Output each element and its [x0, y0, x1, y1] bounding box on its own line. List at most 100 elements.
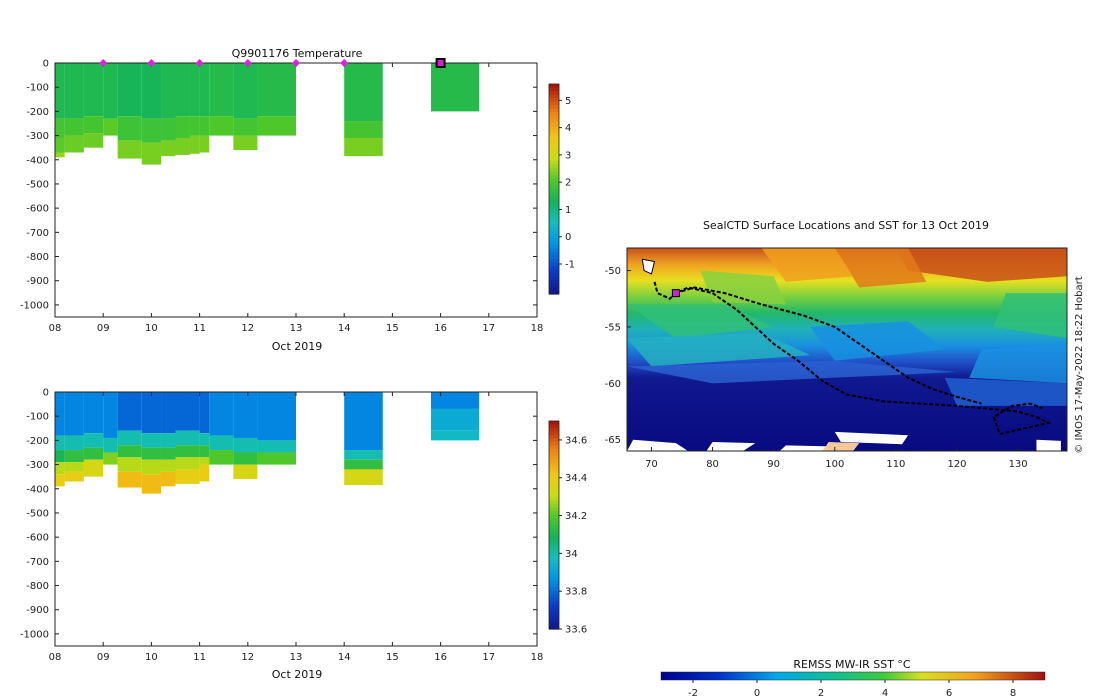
seal-track-2 — [675, 286, 982, 405]
x-tick-label: 18 — [531, 652, 544, 663]
profile-cell — [55, 462, 65, 475]
x-tick-label: 14 — [338, 323, 351, 334]
profile-cell — [344, 63, 383, 122]
x-tick-label: 15 — [386, 323, 399, 334]
colorbar-tick-label: 3 — [565, 150, 571, 161]
colorbar-segment — [549, 583, 559, 588]
colorbar-tick-label: 33.6 — [565, 625, 587, 636]
copyright-text: © IMOS 17-May-2022 18:22 Hobart — [1074, 276, 1085, 453]
colorbar-segment — [549, 462, 559, 467]
colorbar-segment — [549, 542, 559, 547]
profile-cell — [117, 392, 142, 431]
sst-tick-label: 0 — [754, 688, 760, 699]
colorbar-segment — [549, 573, 559, 578]
sst-patch — [627, 360, 957, 384]
profile-cell — [344, 121, 383, 138]
colorbar-tick-label: 34.6 — [565, 435, 587, 446]
y-tick-label: -900 — [26, 276, 49, 287]
ice-land — [627, 258, 1061, 451]
x-tick-label: 08 — [49, 323, 62, 334]
profile-cell — [117, 63, 142, 117]
colorbar-segment — [549, 234, 559, 239]
colorbar-segment — [549, 266, 559, 271]
ice-shelf — [834, 431, 909, 445]
profile-cell — [199, 433, 210, 446]
colorbar-segment — [549, 604, 559, 609]
x-tick-label: 13 — [290, 652, 303, 663]
colorbar-segment — [549, 441, 559, 446]
profile-cell — [189, 135, 200, 154]
colorbar-segment — [549, 570, 559, 575]
colorbar-segment — [549, 566, 559, 571]
colorbar-segment — [549, 483, 559, 488]
sst-tick-label: 8 — [1010, 688, 1016, 699]
colorbar-segment — [549, 154, 559, 159]
colorbar-segment — [549, 245, 559, 250]
colorbar-segment — [549, 469, 559, 474]
colorbar-segment — [549, 213, 559, 218]
colorbar-frame — [548, 83, 560, 295]
map-y-tick-label: -50 — [605, 266, 621, 277]
colorbar-segment — [549, 112, 559, 117]
sst-tick-label: 4 — [882, 688, 888, 699]
y-tick-label: -600 — [26, 204, 49, 215]
colorbar-segment — [549, 262, 559, 267]
profile-cell — [117, 457, 142, 472]
colorbar-segment — [549, 486, 559, 491]
colorbar-segment — [549, 466, 559, 471]
profile-cell — [64, 435, 84, 451]
colorbar-segment — [549, 590, 559, 595]
colorbar-segment — [549, 507, 559, 512]
ice-shelf — [779, 445, 835, 451]
salinity-colorbar: 34.6 34.4 34.2 34 33.8 33.6 — [548, 420, 587, 636]
profile-cell — [257, 63, 296, 117]
profile-cell — [55, 392, 65, 436]
profile-cell — [161, 447, 176, 460]
colorbar-segment — [549, 192, 559, 197]
colorbar-segment — [549, 140, 559, 145]
colorbar-segment — [549, 280, 559, 285]
x-tick-label: 09 — [97, 323, 110, 334]
profile-cell — [209, 435, 234, 451]
colorbar-segment — [549, 283, 559, 288]
map-x-tick-label: 130 — [1009, 459, 1028, 470]
profile-cell — [83, 433, 104, 448]
colorbar-segment — [549, 171, 559, 176]
profile-cell — [257, 452, 296, 465]
y-tick-label: 0 — [43, 388, 49, 399]
colorbar-segment — [549, 119, 559, 124]
profile-cell — [161, 459, 176, 472]
profile-cell — [344, 459, 383, 470]
sst-field — [627, 248, 1067, 451]
colorbar-segment — [549, 217, 559, 222]
colorbar-segment — [549, 431, 559, 436]
y-tick-label: -600 — [26, 533, 49, 544]
colorbar-segment — [549, 552, 559, 557]
sst-patch — [810, 321, 945, 361]
profile-cell — [64, 135, 84, 153]
profile-cell — [233, 452, 258, 465]
colorbar-segment — [549, 238, 559, 243]
colorbar-segment — [549, 189, 559, 194]
colorbar-segment — [549, 206, 559, 211]
profile-cell — [199, 392, 210, 434]
ice-shelf — [627, 439, 689, 451]
profile-cell — [117, 445, 142, 458]
map-x-tick-label: 100 — [825, 459, 844, 470]
map-title: SealCTD Surface Locations and SST for 13… — [703, 219, 989, 232]
sst-patch — [993, 293, 1067, 339]
profile-cell — [55, 118, 65, 138]
colorbar-segment — [549, 147, 559, 152]
y-tick-label: -700 — [26, 557, 49, 568]
y-tick-label: -400 — [26, 155, 49, 166]
colorbar-segment — [549, 126, 559, 131]
y-tick-label: -900 — [26, 605, 49, 616]
profile-cell — [344, 137, 383, 157]
profile-cell — [117, 116, 142, 141]
temperature-cells — [55, 63, 480, 165]
profile-marker — [292, 59, 300, 67]
colorbar-segment — [549, 231, 559, 236]
profile-cell — [141, 459, 162, 475]
colorbar-segment — [549, 587, 559, 592]
colorbar-segment — [549, 424, 559, 429]
